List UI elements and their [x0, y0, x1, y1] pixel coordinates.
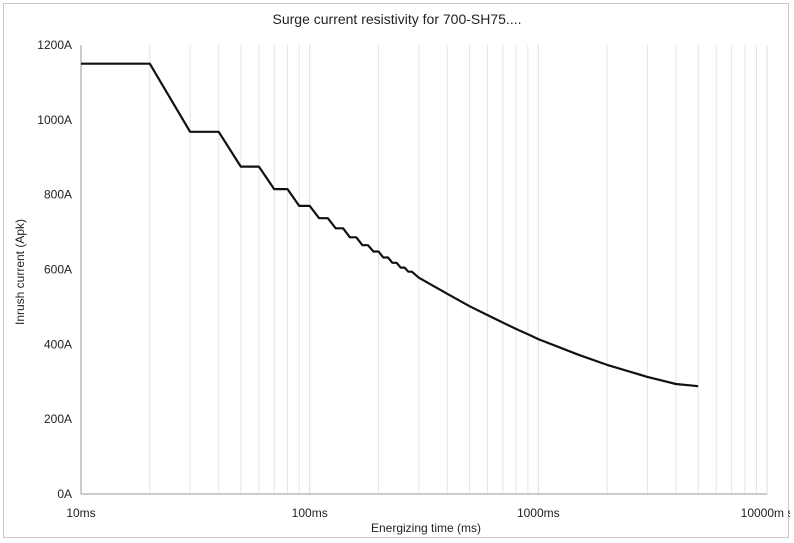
axes [80, 45, 767, 495]
line-chart: Surge current resistivity for 700-SH75..… [13, 11, 790, 535]
x-axis-label: Energizing time (ms) [371, 521, 481, 535]
y-tick-label: 400A [44, 337, 72, 351]
y-tick-label: 1000A [37, 113, 72, 127]
chart-title: Surge current resistivity for 700-SH75..… [273, 11, 522, 27]
chart-frame: Surge current resistivity for 700-SH75..… [3, 3, 790, 538]
grid-lines [149, 45, 768, 494]
y-tick-label: 1200A [37, 38, 72, 52]
series-line [81, 62, 699, 388]
tick-labels: 0A 200A 400A 600A 800A 1000A 1200A 10ms 100ms 100… [37, 38, 790, 520]
series-layer [81, 62, 699, 388]
x-tick-label: 100ms [292, 506, 328, 520]
x-tick-label: 1000ms [517, 506, 560, 520]
x-tick-label: 10ms [66, 506, 95, 520]
x-tick-label: 10000m s [741, 506, 790, 520]
y-tick-label: 200A [44, 412, 72, 426]
y-tick-label: 600A [44, 263, 72, 277]
y-tick-label: 0A [57, 487, 72, 501]
y-tick-label: 800A [44, 188, 72, 202]
y-axis-label: Inrush current (Apk) [13, 219, 27, 325]
